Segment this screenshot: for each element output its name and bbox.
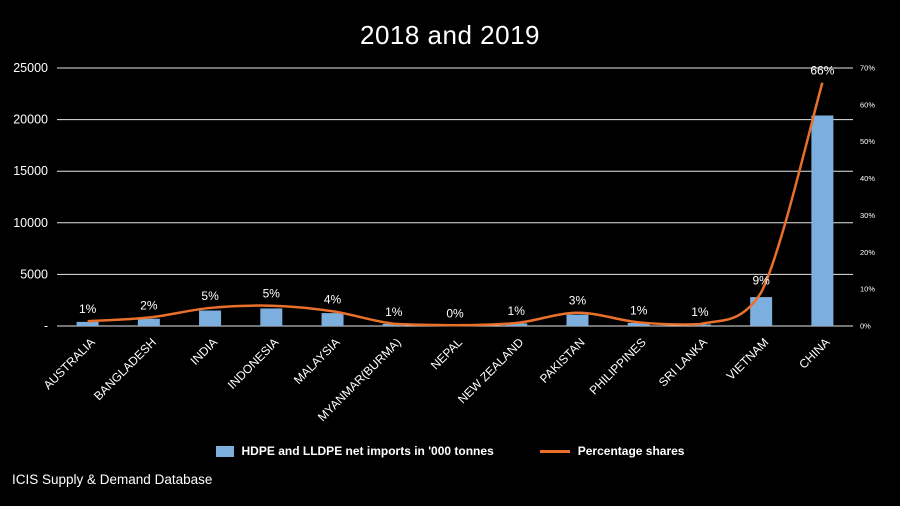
bar-NEW ZEALAND xyxy=(505,323,528,326)
data-label-PHILIPPINES: 1% xyxy=(630,303,648,317)
data-label-VIETNAM: 9% xyxy=(752,273,770,287)
bar-MALAYSIA xyxy=(321,313,344,326)
right-axis-tick: 70% xyxy=(860,64,875,73)
source-attribution: ICIS Supply & Demand Database xyxy=(12,472,213,487)
x-label-INDIA: INDIA xyxy=(188,335,221,368)
left-axis-tick: 15000 xyxy=(13,164,48,178)
x-label-PAKISTAN: PAKISTAN xyxy=(537,335,588,386)
legend-label-line: Percentage shares xyxy=(577,444,685,458)
right-axis-tick: 0% xyxy=(860,322,871,331)
right-axis-tick: 10% xyxy=(860,285,875,294)
data-label-NEPAL: 0% xyxy=(446,306,464,320)
x-label-SRI LANKA: SRI LANKA xyxy=(656,335,710,389)
bar-AUSTRALIA xyxy=(76,321,99,326)
bar-VIETNAM xyxy=(750,297,773,326)
bar-PHILIPPINES xyxy=(627,322,650,326)
x-label-NEPAL: NEPAL xyxy=(428,335,465,372)
x-label-INDONESIA: INDONESIA xyxy=(225,335,282,392)
chart-title: 2018 and 2019 xyxy=(359,20,540,50)
chart-legend: HDPE and LLDPE net imports in '000 tonne… xyxy=(0,444,900,458)
right-axis-tick: 40% xyxy=(860,174,875,183)
bar-series-swatch-icon xyxy=(215,445,234,457)
bar-INDIA xyxy=(199,310,222,326)
x-label-NEW ZEALAND: NEW ZEALAND xyxy=(455,335,526,406)
data-label-CHINA: 66% xyxy=(810,64,834,78)
x-label-CHINA: CHINA xyxy=(796,335,832,371)
x-label-PHILIPPINES: PHILIPPINES xyxy=(587,335,649,397)
data-label-AUSTRALIA: 1% xyxy=(79,302,97,316)
data-label-INDONESIA: 5% xyxy=(263,287,281,301)
bar-BANGLADESH xyxy=(137,318,160,326)
data-label-PAKISTAN: 3% xyxy=(569,294,587,308)
left-axis-tick: 10000 xyxy=(13,216,48,230)
data-label-SRI LANKA: 1% xyxy=(691,305,709,319)
left-axis-tick: 25000 xyxy=(13,61,48,75)
left-axis-tick: - xyxy=(44,319,48,333)
data-label-BANGLADESH: 2% xyxy=(140,299,158,313)
legend-label-bars: HDPE and LLDPE net imports in '000 tonne… xyxy=(241,444,494,458)
right-axis-tick: 20% xyxy=(860,248,875,257)
legend-item-line: Percentage shares xyxy=(539,444,685,458)
data-label-MYANMAR(BURMA): 1% xyxy=(385,305,403,319)
x-label-AUSTRALIA: AUSTRALIA xyxy=(41,335,98,392)
data-label-MALAYSIA: 4% xyxy=(324,292,342,306)
bar-CHINA xyxy=(811,115,834,326)
line-series-swatch-icon xyxy=(539,449,570,453)
right-axis-tick: 60% xyxy=(860,100,875,109)
right-axis-tick: 50% xyxy=(860,137,875,146)
x-label-MALAYSIA: MALAYSIA xyxy=(291,335,343,387)
bar-PAKISTAN xyxy=(566,314,589,326)
bar-INDONESIA xyxy=(260,308,283,326)
data-label-INDIA: 5% xyxy=(201,289,219,303)
left-axis-tick: 5000 xyxy=(20,267,48,281)
data-label-NEW ZEALAND: 1% xyxy=(508,304,526,318)
x-label-BANGLADESH: BANGLADESH xyxy=(91,335,159,403)
right-axis-tick: 30% xyxy=(860,211,875,220)
x-label-VIETNAM: VIETNAM xyxy=(724,335,772,383)
left-axis-tick: 20000 xyxy=(13,113,48,127)
percentage-line xyxy=(87,82,824,327)
legend-item-bars: HDPE and LLDPE net imports in '000 tonne… xyxy=(215,444,494,458)
